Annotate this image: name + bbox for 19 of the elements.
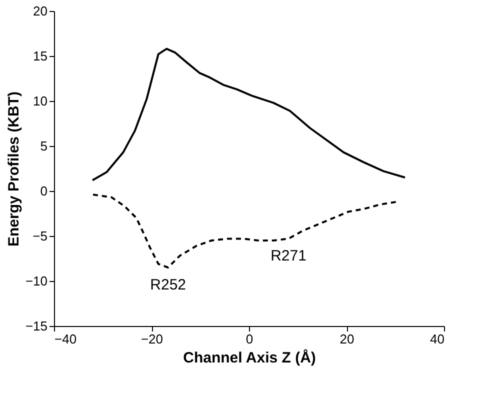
line-series <box>92 194 398 268</box>
y-tick-label: −5 <box>32 228 48 244</box>
x-tick-label: 40 <box>430 332 444 346</box>
y-tick-label: 10 <box>33 94 48 108</box>
line-series <box>92 48 406 182</box>
y-tick-label: 0 <box>40 184 48 198</box>
x-tick-label: 20 <box>340 332 354 346</box>
x-axis-title: Channel Axis Z (Å) <box>183 348 316 366</box>
y-axis-title: Energy Profiles (KBT) <box>5 91 22 247</box>
annotation: R252 <box>150 276 186 294</box>
y-tick-label: −15 <box>25 318 48 334</box>
x-tick-label: −20 <box>140 332 164 346</box>
y-tick-label: 15 <box>33 48 48 64</box>
annotation: R271 <box>270 248 306 265</box>
y-tick-label: 5 <box>40 138 48 154</box>
y-tick-label: −10 <box>25 274 48 288</box>
x-tick-label: −40 <box>54 332 77 346</box>
y-tick-label: 20 <box>33 4 48 18</box>
x-tick-label: 0 <box>246 332 254 346</box>
